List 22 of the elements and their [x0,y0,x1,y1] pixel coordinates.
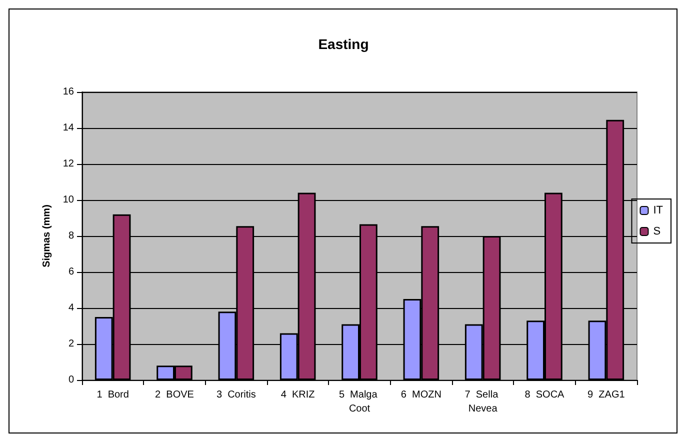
y-tick-label: 4 [68,302,74,314]
y-tick-label: 14 [62,122,74,134]
y-tick-label: 16 [62,86,74,98]
x-tick-label: 1 Bord [96,390,129,400]
y-tick-label: 0 [68,374,74,386]
x-tick-label: 8 SOCA [524,390,565,400]
x-tick-label: 2 BOVE [155,390,194,400]
x-tick-label: 5 Malga Coot [338,390,380,414]
x-tick-label: 7 Sella Nevea [464,390,501,414]
y-tick-label: 10 [62,194,74,206]
x-tick-label: 9 ZAG1 [588,390,626,400]
legend-label: S [653,226,661,238]
y-axis-title: Sigmas (mm) [41,204,52,268]
x-tick-label: 4 KRIZ [280,390,315,400]
y-tick-label: 2 [68,338,74,350]
legend-label: IT [653,204,664,216]
chart-title: Easting [318,36,369,52]
x-tick-label: 6 MOZN [400,390,442,400]
y-tick-label: 8 [68,230,74,242]
y-tick-label: 12 [62,158,74,170]
x-tick-label: 3 Coritis [216,390,256,400]
y-tick-label: 6 [68,266,74,278]
